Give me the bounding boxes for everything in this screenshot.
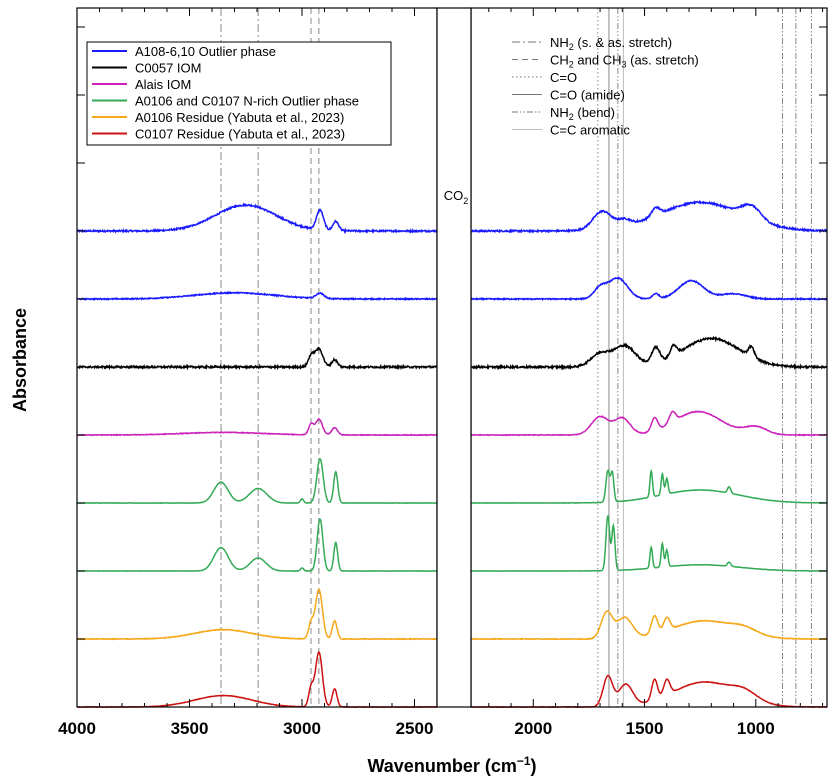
co2-gap [436,7,472,708]
spectrum-line [470,468,828,505]
spectrum-line [76,588,438,641]
spectrum-line [76,346,438,371]
legend-label: A108-6,10 Outlier phase [135,44,276,59]
x-tick-label: 2500 [396,719,434,738]
spectrum-line [470,674,828,709]
spectrum-line [470,276,828,302]
spectrum-line [470,610,827,641]
spectrum-line [77,651,438,709]
spectrum-line [470,515,828,572]
reference-legend-label: C=O (amide) [550,88,625,103]
spectrum-line [76,202,438,235]
reference-legend-label: C=O [550,70,577,85]
spectrum-line [76,457,437,505]
x-tick-label: 3500 [171,719,209,738]
legend-label: Alais IOM [135,77,191,92]
spectrum-line [76,417,438,437]
spectrum-line [470,335,828,371]
x-tick-label: 2000 [514,719,552,738]
y-axis-label: Absorbance [10,308,30,412]
spectrum-line [76,290,438,302]
spectrum-line [470,199,828,234]
x-axis-label: Wavenumber (cm−1) [367,754,536,776]
reference-legend-label: CH2 and CH3 (as. stretch) [550,53,699,70]
reference-legend-label: C=C aromatic [550,123,630,138]
spectrum-line [76,517,437,572]
x-tick-label: 3000 [283,719,321,738]
reference-legend-label: NH2 (bend) [550,105,615,122]
plot-frame [76,7,828,708]
reference-lines-legend: NH2 (s. & as. stretch)CH2 and CH3 (as. s… [512,35,699,138]
legend-label: A0106 and C0107 N-rich Outlier phase [135,94,359,109]
x-tick-label: 1000 [737,719,775,738]
x-tick-label: 1500 [626,719,664,738]
legend-label: A0106 Residue (Yabuta et al., 2023) [135,110,344,125]
legend-label: C0107 Residue (Yabuta et al., 2023) [135,127,345,142]
legend-label: C0057 IOM [135,61,201,76]
legend-box [86,41,392,146]
co2-label: CO2 [444,188,469,206]
x-tick-label: 4000 [58,719,96,738]
axis-labels: 4000 3500 3000 2500 2000 1500 1000 Wavenumber (… [10,188,775,776]
reference-legend-label: NH2 (s. & as. stretch) [550,35,672,52]
spectrum-line [470,410,828,437]
